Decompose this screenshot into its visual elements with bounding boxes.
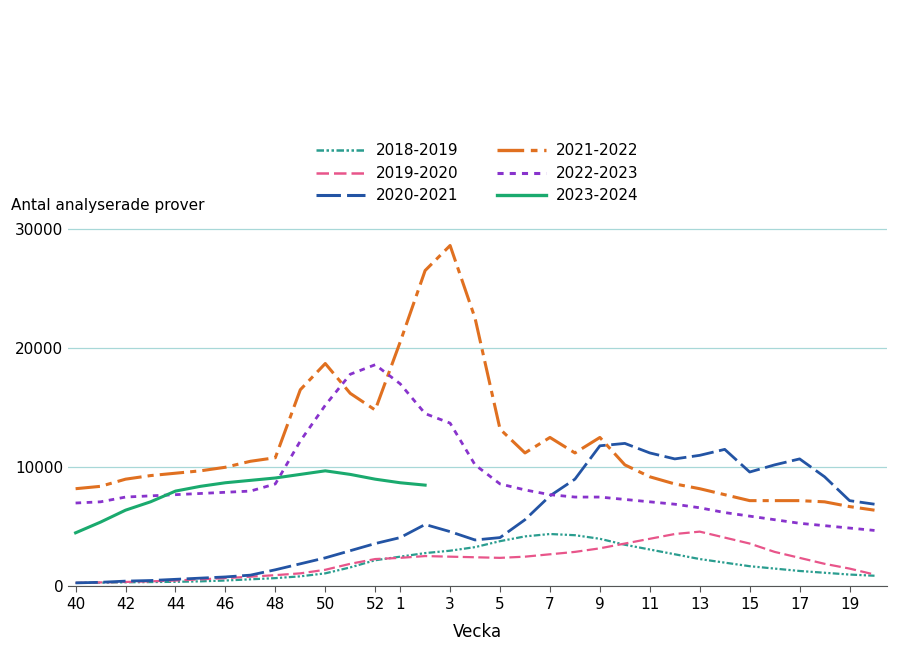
- X-axis label: Vecka: Vecka: [453, 623, 502, 641]
- Legend: 2018-2019, 2019-2020, 2020-2021, 2021-2022, 2022-2023, 2023-2024: 2018-2019, 2019-2020, 2020-2021, 2021-20…: [317, 143, 639, 203]
- Text: Antal analyserade prover: Antal analyserade prover: [11, 198, 204, 213]
